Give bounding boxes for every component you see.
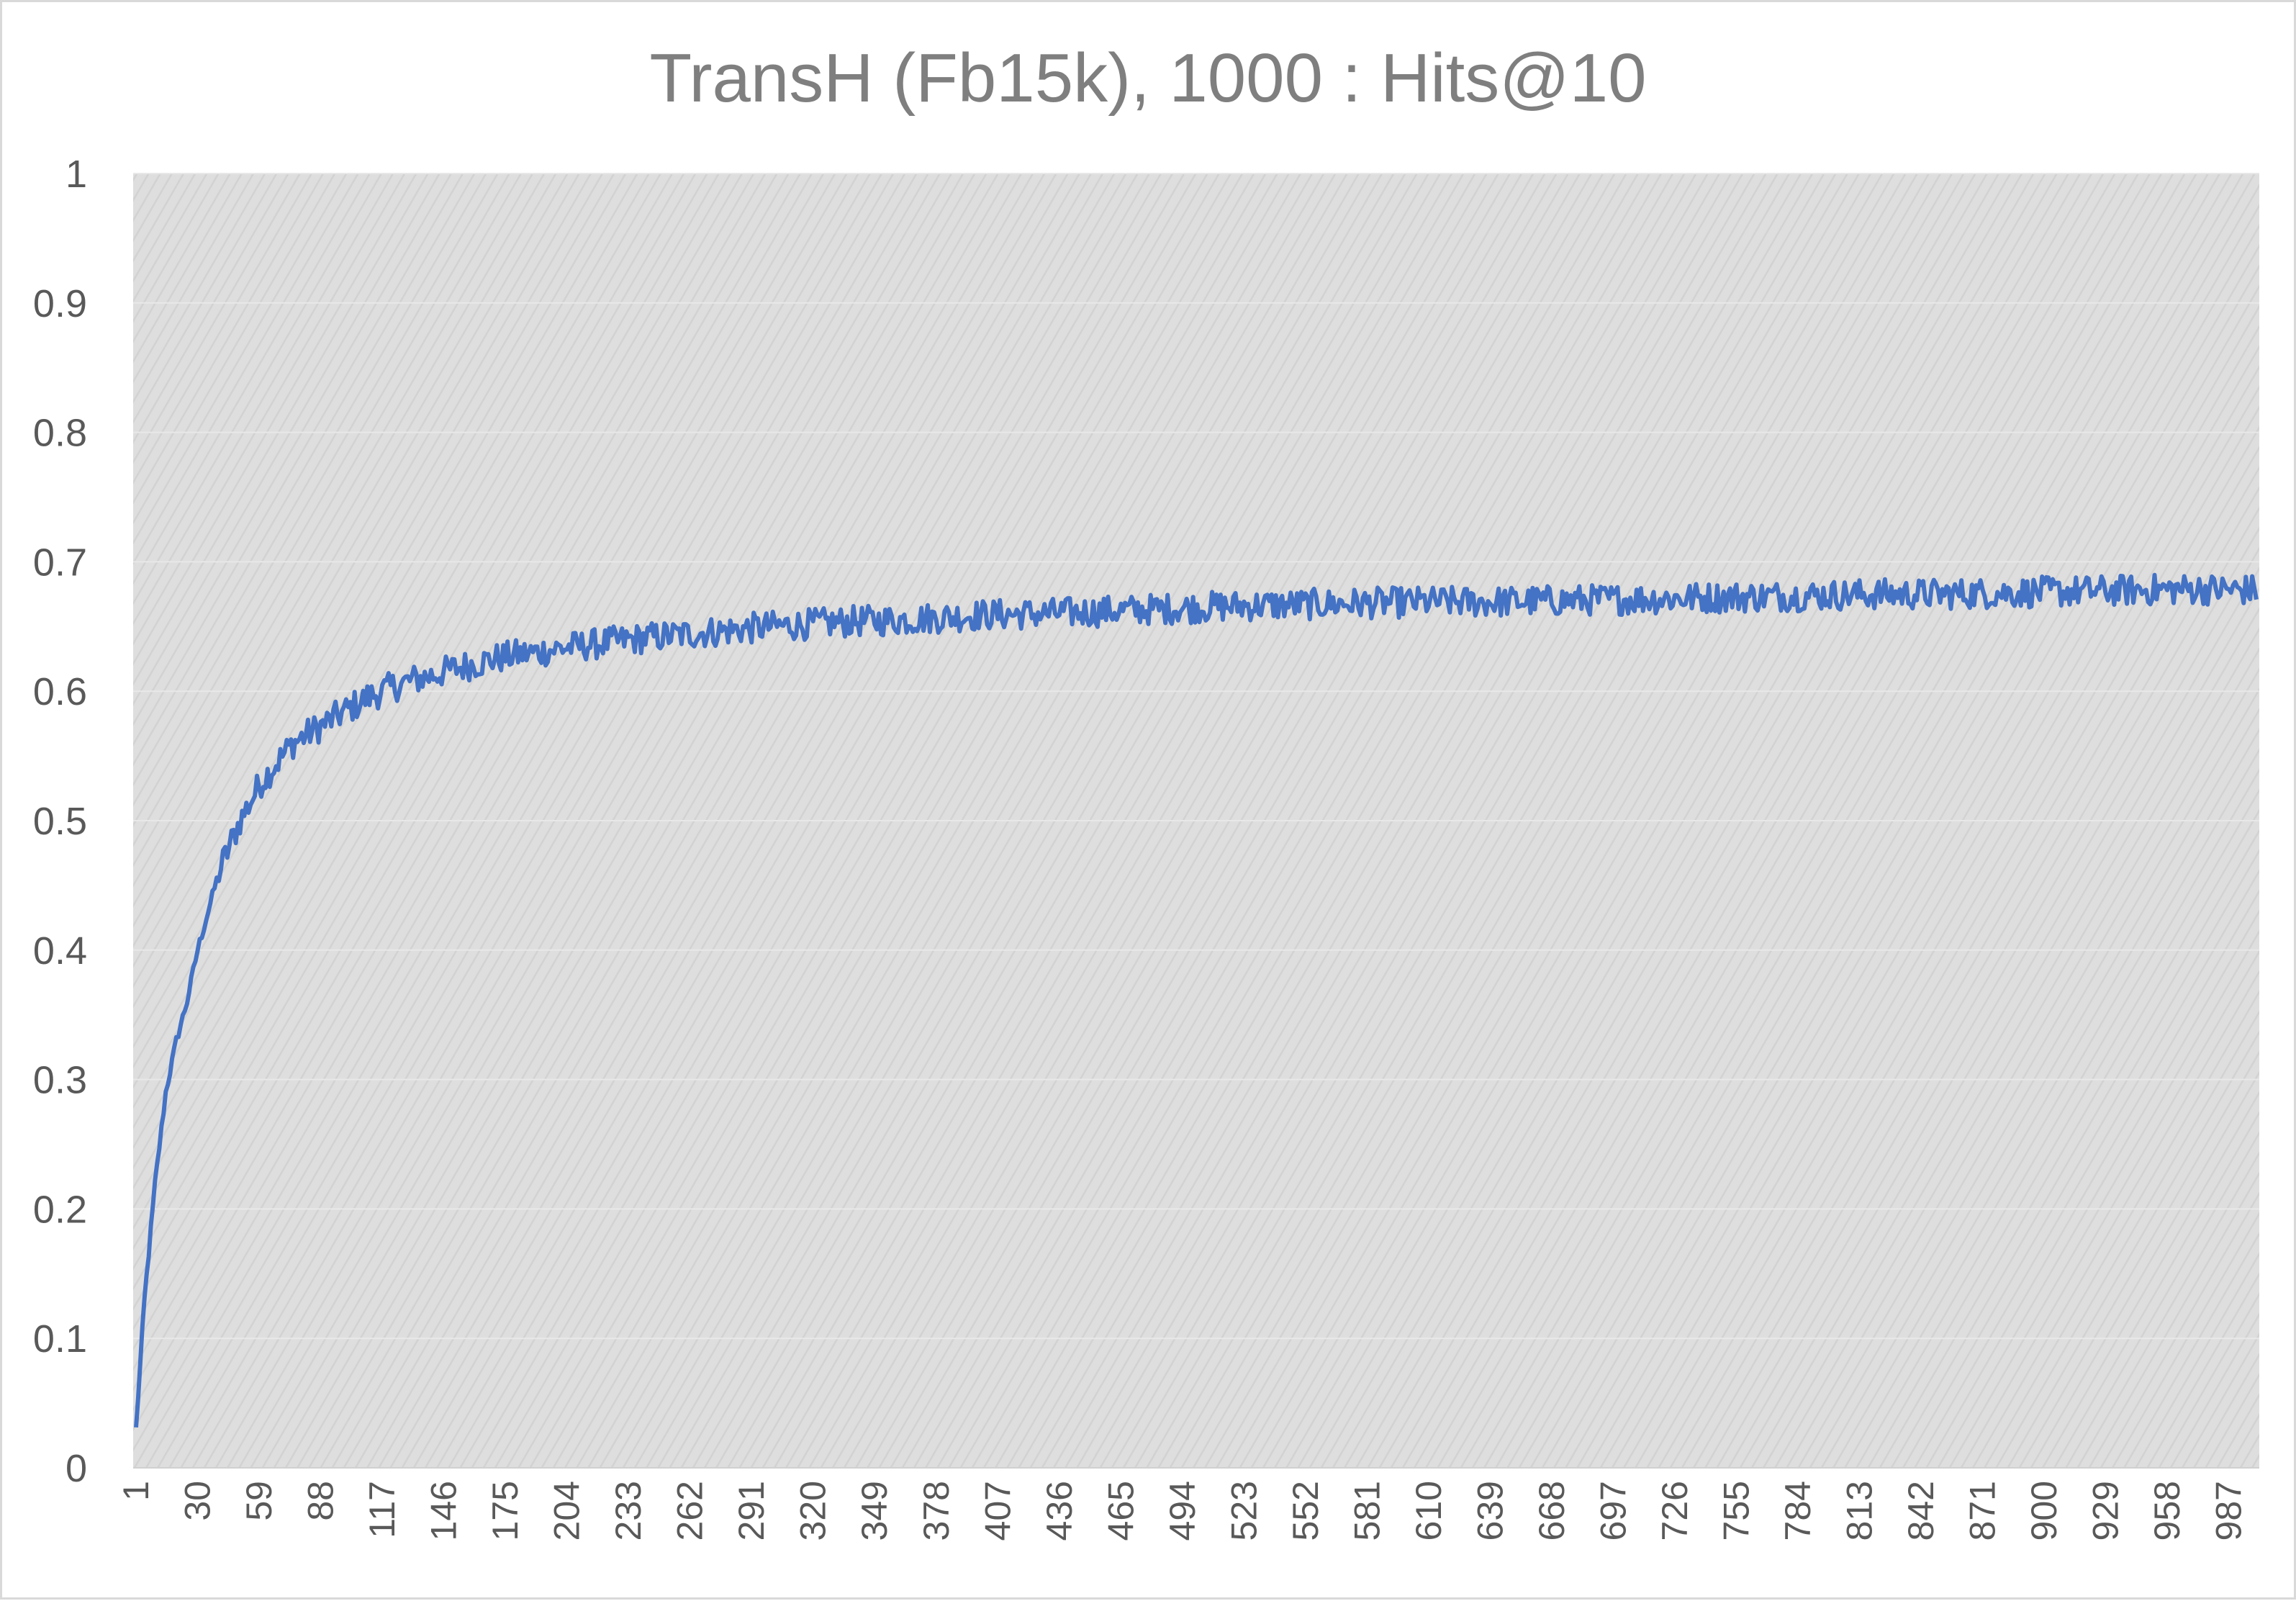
x-tick-label: 233 [608,1481,648,1541]
x-tick-label: 436 [1039,1481,1080,1541]
x-tick-label: 407 [977,1481,1018,1541]
x-tick-label: 842 [1901,1481,1941,1541]
x-tick-label: 581 [1347,1481,1387,1541]
y-tick-label: 0 [65,1447,87,1490]
x-tick-label: 523 [1224,1481,1264,1541]
x-tick-label: 291 [731,1481,772,1541]
x-tick-label: 610 [1409,1481,1449,1541]
x-axis: 1 30 59 88 117 146 175 204 233 262 291 320 349 378 407… [116,1467,2259,1541]
x-tick-label: 465 [1100,1481,1141,1541]
x-tick-label: 871 [1963,1481,2003,1541]
x-tick-label: 349 [854,1481,895,1541]
series-layer [134,572,2259,1428]
x-tick-label: 378 [916,1481,957,1541]
x-tick-label: 320 [793,1481,833,1541]
x-tick-label: 987 [2209,1481,2249,1541]
x-tick-label: 726 [1655,1481,1695,1541]
x-tick-label: 262 [670,1481,710,1541]
x-tick-label: 59 [239,1481,279,1521]
y-tick-label: 0.2 [33,1188,87,1231]
x-tick-label: 175 [485,1481,525,1541]
x-tick-label: 755 [1717,1481,1757,1541]
x-tick-label: 88 [301,1481,341,1521]
y-tick-label: 0.3 [33,1059,87,1102]
y-tick-label: 0.8 [33,412,87,455]
x-tick-label: 494 [1162,1481,1203,1541]
y-tick-label: 1 [65,153,87,196]
x-tick-label: 146 [424,1481,464,1541]
x-tick-label: 639 [1470,1481,1510,1541]
chart-title: TransH (Fb15k), 1000 : Hits@10 [649,40,1646,117]
y-tick-label: 0.6 [33,670,87,713]
x-tick-label: 697 [1593,1481,1633,1541]
y-axis: 0 0.1 0.2 0.3 0.4 0.5 0.6 0.7 0.8 0.9 1 [33,153,87,1490]
x-tick-label: 552 [1285,1481,1326,1541]
y-tick-label: 0.9 [33,282,87,325]
x-tick-label: 784 [1778,1481,1818,1541]
x-tick-label: 117 [362,1481,402,1538]
x-tick-label: 204 [547,1481,587,1541]
y-tick-label: 0.1 [33,1317,87,1361]
y-tick-label: 0.7 [33,541,87,584]
x-tick-label: 1 [116,1481,156,1501]
x-tick-label: 900 [2024,1481,2064,1541]
x-tick-label: 813 [1840,1481,1880,1541]
x-tick-label: 958 [2147,1481,2187,1541]
x-tick-label: 668 [1532,1481,1572,1541]
series-line [134,572,2259,1428]
y-tick-label: 0.5 [33,800,87,843]
y-tick-label: 0.4 [33,929,87,973]
x-tick-label: 30 [178,1481,218,1521]
gridlines [133,173,2259,1469]
x-tick-label: 929 [2086,1481,2126,1541]
